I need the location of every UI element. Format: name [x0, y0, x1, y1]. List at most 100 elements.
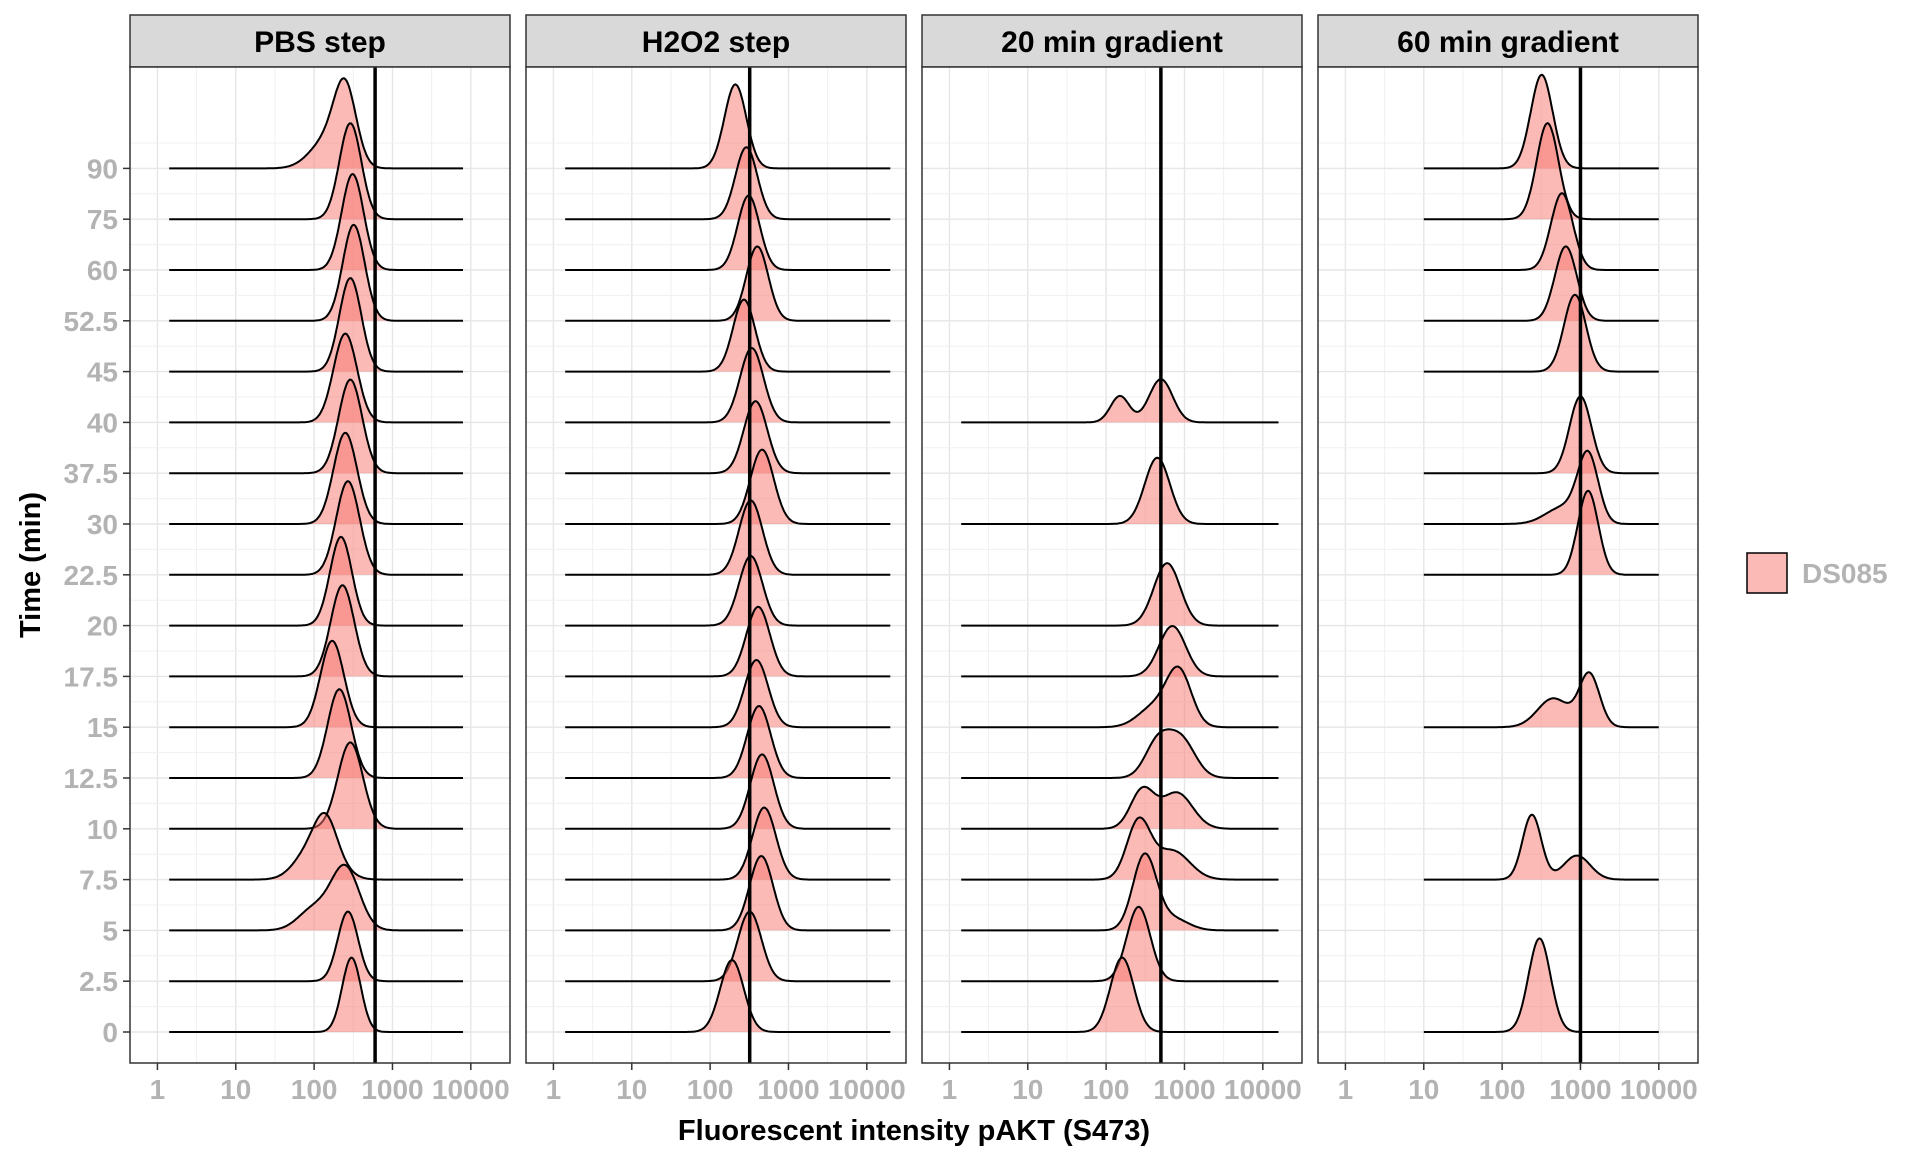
ridge-fill-5 [169, 864, 463, 931]
ridge-fill-15 [1423, 672, 1659, 728]
x-tick-label: 1 [546, 1074, 562, 1105]
ridge-line-40 [169, 332, 463, 424]
ridge-line-7.5 [169, 811, 463, 881]
ridge-fill-7.5 [1423, 814, 1659, 880]
x-tick-label: 1000 [757, 1074, 819, 1105]
ridge-line-5 [961, 852, 1279, 932]
facet-panels: PBS step 1 10 100 1000 10000 H2O2 step 1 10 100 10… [129, 14, 1699, 1105]
panel-1: H2O2 step 1 10 100 1000 10000 [525, 14, 907, 1105]
ridge-line-7.5 [1423, 813, 1659, 881]
facet-strip-title: 20 min gradient [1001, 26, 1223, 59]
y-axis-title: Time (min) [15, 492, 47, 638]
ridge-line-20 [565, 555, 891, 627]
ridge-fill-30 [1423, 450, 1659, 524]
ridge-line-40 [565, 346, 891, 424]
panel-border [525, 66, 907, 1064]
ridge-fill-90 [1423, 74, 1659, 169]
ridge-line-52.5 [1423, 245, 1659, 322]
ridge-fill-0 [565, 960, 891, 1032]
ridge-line-17.5 [565, 605, 891, 678]
x-tick-label: 100 [1083, 1074, 1130, 1105]
ridge-fill-22.5 [1423, 490, 1659, 575]
panel-background [1318, 67, 1698, 1063]
ridge-line-37.5 [1423, 395, 1659, 475]
ridge-line-20 [961, 562, 1279, 627]
y-tick-label: 75 [87, 204, 118, 235]
ridge-line-52.5 [565, 245, 891, 322]
ridge-line-40 [961, 378, 1279, 424]
y-tick-label: 30 [87, 509, 118, 540]
ridge-line-5 [565, 854, 891, 932]
y-tick-label: 37.5 [64, 458, 119, 489]
ridge-fill-7.5 [169, 812, 463, 880]
ridge-fill-75 [1423, 123, 1659, 220]
y-tick-label: 60 [87, 255, 118, 286]
y-tick-label: 7.5 [79, 865, 118, 896]
ridge-line-10 [565, 753, 891, 830]
ridge-fill-10 [961, 786, 1279, 829]
ridge-fill-90 [169, 78, 463, 169]
x-tick-label: 100 [1479, 1074, 1526, 1105]
ridge-line-17.5 [961, 624, 1279, 678]
facet-strip [921, 14, 1303, 68]
x-tick-label: 10000 [828, 1074, 906, 1105]
ridge-line-37.5 [565, 400, 891, 475]
ridge-line-90 [1423, 73, 1659, 170]
ridge-line-22.5 [565, 499, 891, 576]
ridge-line-17.5 [169, 584, 463, 678]
x-tick-label: 10000 [1620, 1074, 1698, 1105]
ridges [565, 83, 891, 1033]
ridge-line-75 [169, 122, 463, 221]
ridge-line-12.5 [169, 688, 463, 779]
ridge-line-12.5 [565, 704, 891, 779]
x-tick-label: 1 [1338, 1074, 1354, 1105]
ridge-fill-90 [565, 84, 891, 169]
x-tick-label: 100 [687, 1074, 734, 1105]
ridge-line-15 [169, 639, 463, 729]
ridge-fill-15 [169, 640, 463, 728]
facet-strip [129, 14, 511, 68]
x-tick-label: 10000 [1224, 1074, 1302, 1105]
y-tick-label: 20 [87, 611, 118, 642]
y-tick-label: 10 [87, 814, 118, 845]
y-tick-label: 0 [102, 1017, 118, 1048]
x-tick-label: 10 [616, 1074, 647, 1105]
ridge-line-2.5 [169, 910, 463, 983]
panel-border [1317, 66, 1699, 1064]
x-tick-label: 100 [291, 1074, 338, 1105]
facet-strip-title: H2O2 step [642, 26, 790, 59]
ridge-line-22.5 [1423, 489, 1659, 576]
ridge-fill-12.5 [961, 729, 1279, 778]
ridge-line-30 [961, 456, 1279, 525]
y-tick-label: 2.5 [79, 966, 118, 997]
y-tick-label: 90 [87, 153, 118, 184]
ridge-line-0 [565, 959, 891, 1033]
ridge-line-7.5 [565, 806, 891, 881]
ridge-line-75 [1423, 122, 1659, 221]
ridge-line-90 [565, 83, 891, 170]
ridge-line-60 [1423, 192, 1659, 271]
facet-strip-title: 60 min gradient [1397, 26, 1619, 59]
facet-strip-title: PBS step [254, 26, 386, 59]
ridge-line-0 [1423, 937, 1659, 1033]
ridge-line-15 [1423, 671, 1659, 729]
ridge-fill-40 [961, 379, 1279, 423]
x-tick-label: 10 [220, 1074, 251, 1105]
y-tick-label: 45 [87, 357, 118, 388]
ridge-fill-45 [565, 299, 891, 372]
facet-strip [1317, 14, 1699, 68]
y-tick-label: 15 [87, 712, 118, 743]
x-tick-label: 1000 [361, 1074, 423, 1105]
ridge-line-45 [169, 277, 463, 373]
ridge-line-20 [169, 535, 463, 627]
ridge-line-45 [565, 298, 891, 373]
ridge-line-60 [565, 194, 891, 271]
panel-border [129, 66, 511, 1064]
y-tick-label: 12.5 [64, 763, 119, 794]
legend-key-ds085 [1746, 552, 1788, 594]
ridge-line-30 [169, 431, 463, 525]
x-tick-label: 1000 [1549, 1074, 1611, 1105]
ridge-line-7.5 [961, 816, 1279, 881]
x-tick-label: 10 [1408, 1074, 1439, 1105]
ridge-line-15 [565, 658, 891, 729]
